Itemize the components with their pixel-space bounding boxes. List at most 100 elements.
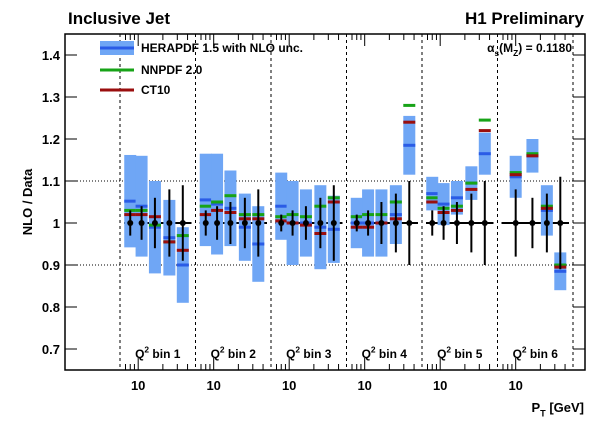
prediction-line	[426, 192, 439, 196]
data-point	[127, 220, 134, 226]
y-tick-label: 0.7	[42, 342, 60, 357]
panel-label-part: bin 5	[451, 347, 483, 361]
data-point	[214, 220, 221, 226]
data-point	[179, 220, 186, 226]
panel-label: Q2 bin 6	[513, 345, 559, 361]
data-point	[138, 220, 145, 226]
y-tick-label: 1.2	[42, 132, 60, 147]
legend-swatch	[100, 68, 134, 72]
panel-label-part: bin 4	[376, 347, 408, 361]
prediction-line	[526, 152, 539, 156]
data-point	[365, 220, 372, 226]
panel-label: Q2 bin 5	[437, 345, 483, 361]
panel-label: Q2 bin 1	[135, 345, 181, 361]
y-tick-label: 1.1	[42, 174, 60, 189]
legend-swatch	[100, 88, 134, 92]
prediction-line	[124, 199, 137, 203]
prediction-line	[437, 202, 450, 206]
data-point	[453, 220, 460, 226]
data-point	[378, 220, 385, 226]
x-tick-label: 10	[357, 378, 371, 393]
x-axis-label: PT [GeV]	[531, 400, 584, 419]
data-point	[317, 220, 324, 226]
prediction-line	[478, 118, 491, 122]
legend-label: NNPDF 2.0	[141, 63, 203, 77]
panel-label-part: 2	[220, 345, 225, 355]
data-point	[353, 220, 360, 226]
panel-label-part: 2	[446, 345, 451, 355]
panel-label-part: bin 2	[225, 347, 257, 361]
data-point	[289, 220, 296, 226]
panel-label-part: Q	[286, 347, 295, 361]
y-tick-label: 1.3	[42, 90, 60, 105]
prediction-line	[554, 269, 567, 273]
y-axis-label: NLO / Data	[20, 168, 35, 235]
panel-label-part: Q	[211, 347, 220, 361]
panel-label: Q2 bin 3	[286, 345, 332, 361]
prediction-line	[211, 202, 224, 206]
data-point	[278, 220, 285, 226]
data-point	[557, 220, 564, 226]
data-point	[227, 220, 234, 226]
prediction-line	[211, 200, 224, 204]
panel-label-part: 2	[371, 345, 376, 355]
x-axis-label-part: [GeV]	[546, 400, 584, 415]
panel-label-part: 2	[522, 345, 527, 355]
annotation-part: Z	[513, 48, 518, 58]
prediction-line	[450, 196, 463, 200]
data-point	[255, 220, 262, 226]
prediction-line	[199, 198, 212, 202]
x-axis-label-part: T	[540, 409, 546, 419]
x-tick-label: 10	[508, 378, 522, 393]
data-point	[529, 220, 536, 226]
y-tick-label: 1	[53, 216, 60, 231]
panel-label-part: 2	[295, 345, 300, 355]
data-point	[202, 220, 209, 226]
prediction-line	[426, 200, 439, 204]
data-point	[241, 220, 248, 226]
x-tick-label: 10	[433, 378, 447, 393]
prediction-line	[403, 120, 416, 124]
panel-label: Q2 bin 4	[362, 345, 408, 361]
data-point	[481, 220, 488, 226]
prediction-line	[275, 204, 288, 208]
data-point	[330, 220, 337, 226]
data-point	[392, 220, 399, 226]
annotation: αs(MZ) = 0.1180	[487, 41, 572, 58]
panel-label-part: bin 3	[300, 347, 332, 361]
plot-frame	[64, 33, 586, 371]
prediction-line	[224, 194, 237, 198]
panel-label-part: Q	[362, 347, 371, 361]
data-point	[429, 220, 436, 226]
data-point	[166, 220, 173, 226]
data-point	[440, 220, 447, 226]
chart-label: H1 Preliminary	[465, 9, 585, 28]
prediction-line	[426, 196, 439, 200]
prediction-line	[465, 187, 478, 191]
annotation-part: (M	[499, 41, 513, 55]
data-point	[512, 220, 519, 226]
panel-label-part: 2	[144, 345, 149, 355]
x-axis-label-part: P	[531, 400, 540, 415]
data-point	[302, 220, 309, 226]
prediction-line	[403, 143, 416, 147]
panel-label: Q2 bin 2	[211, 345, 257, 361]
panel-label-part: bin 6	[527, 347, 559, 361]
prediction-line	[199, 204, 212, 208]
annotation-part: s	[494, 48, 499, 58]
y-tick-label: 0.8	[42, 300, 60, 315]
prediction-line	[509, 171, 522, 175]
y-tick-label: 0.9	[42, 258, 60, 273]
prediction-line	[509, 175, 522, 179]
annotation-part: ) = 0.1180	[518, 41, 572, 55]
panel-label-part: Q	[135, 347, 144, 361]
data-point	[406, 220, 413, 226]
x-tick-label: 10	[206, 378, 220, 393]
x-tick-label: 10	[131, 378, 145, 393]
legend-label: CT10	[141, 83, 171, 97]
prediction-line	[478, 152, 491, 156]
legend-label: HERAPDF 1.5 with NLO unc.	[141, 41, 303, 55]
x-tick-label: 10	[282, 378, 296, 393]
